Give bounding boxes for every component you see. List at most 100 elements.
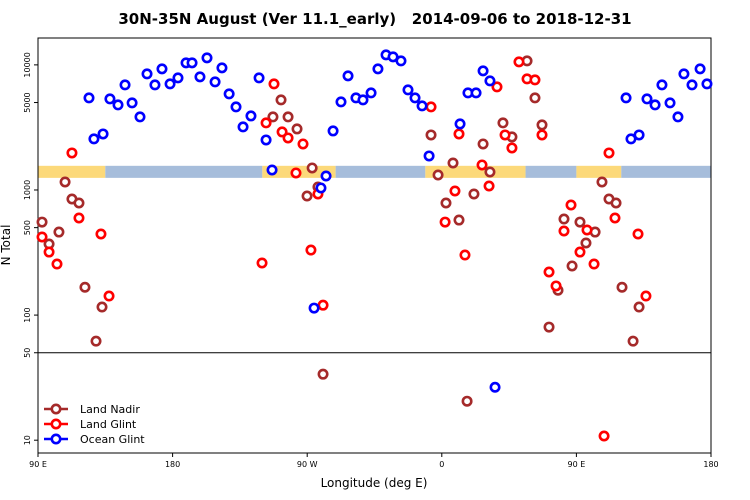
data-point xyxy=(267,111,279,123)
data-point xyxy=(268,78,280,90)
data-point xyxy=(440,197,452,209)
data-point xyxy=(499,129,511,141)
surface-band xyxy=(38,165,106,178)
data-point xyxy=(477,65,489,77)
data-point xyxy=(59,176,71,188)
data-point xyxy=(550,280,562,292)
surface-band xyxy=(335,165,426,178)
data-point xyxy=(581,224,593,236)
data-point xyxy=(402,84,414,96)
data-point xyxy=(276,126,288,138)
data-point xyxy=(483,180,495,192)
data-point xyxy=(454,118,466,130)
data-point xyxy=(625,133,637,145)
data-point xyxy=(53,226,65,238)
surface-band xyxy=(621,165,711,178)
data-point xyxy=(103,290,115,302)
data-point xyxy=(477,138,489,150)
data-point xyxy=(633,301,645,313)
data-point xyxy=(306,162,318,174)
data-point xyxy=(201,52,213,64)
data-point xyxy=(79,281,91,293)
data-point xyxy=(315,182,327,194)
data-point xyxy=(489,381,501,393)
data-point xyxy=(256,257,268,269)
data-point xyxy=(574,216,586,228)
data-point xyxy=(598,430,610,442)
data-point xyxy=(497,117,509,129)
y-axis-label: N Total xyxy=(0,225,13,266)
data-point xyxy=(616,281,628,293)
data-point xyxy=(51,258,63,270)
data-point xyxy=(260,117,272,129)
data-point xyxy=(409,92,421,104)
data-point xyxy=(73,212,85,224)
data-point xyxy=(574,246,586,258)
data-point xyxy=(95,228,107,240)
data-point xyxy=(491,81,503,93)
data-point xyxy=(275,94,287,106)
data-point xyxy=(558,225,570,237)
data-point xyxy=(468,188,480,200)
data-point xyxy=(641,93,653,105)
data-point xyxy=(453,128,465,140)
data-point xyxy=(395,55,407,67)
data-point xyxy=(423,150,435,162)
data-point xyxy=(216,62,228,74)
data-point xyxy=(186,57,198,69)
x-tick-label: 180 xyxy=(703,460,718,469)
data-point xyxy=(694,63,706,75)
data-point xyxy=(90,335,102,347)
data-point xyxy=(543,321,555,333)
data-point xyxy=(484,166,496,178)
data-point xyxy=(126,97,138,109)
data-point xyxy=(335,96,347,108)
data-point xyxy=(610,197,622,209)
data-point xyxy=(627,335,639,347)
data-point xyxy=(308,302,320,314)
x-tick-label: 0 xyxy=(439,460,444,469)
data-point xyxy=(134,111,146,123)
data-point xyxy=(43,246,55,258)
data-point xyxy=(701,78,713,90)
surface-band xyxy=(576,165,622,178)
data-point xyxy=(253,72,265,84)
data-point xyxy=(484,75,496,87)
data-point xyxy=(432,169,444,181)
data-point xyxy=(73,197,85,209)
legend-label: Land Glint xyxy=(80,418,137,431)
data-point xyxy=(36,231,48,243)
legend-marker xyxy=(50,403,62,415)
surface-band xyxy=(425,165,526,178)
data-point xyxy=(66,147,78,159)
data-point xyxy=(245,110,257,122)
data-point xyxy=(317,299,329,311)
data-point xyxy=(36,216,48,228)
data-point xyxy=(513,56,525,68)
data-point xyxy=(632,228,644,240)
data-point xyxy=(529,74,541,86)
data-point xyxy=(529,92,541,104)
data-point xyxy=(297,138,309,150)
data-point xyxy=(649,99,661,111)
data-point xyxy=(633,129,645,141)
data-point xyxy=(678,68,690,80)
data-point xyxy=(342,70,354,82)
legend-label: Land Nadir xyxy=(80,403,140,416)
data-point xyxy=(609,212,621,224)
data-point xyxy=(96,301,108,313)
data-point xyxy=(565,199,577,211)
x-tick-label: 90 E xyxy=(29,460,47,469)
data-point xyxy=(282,132,294,144)
data-point xyxy=(372,63,384,75)
data-point xyxy=(664,97,676,109)
data-point xyxy=(260,134,272,146)
data-point xyxy=(461,395,473,407)
data-point xyxy=(459,249,471,261)
y-tick-label: 10000 xyxy=(23,52,32,77)
data-point xyxy=(209,76,221,88)
data-point xyxy=(104,93,116,105)
x-axis-label: Longitude (deg E) xyxy=(321,476,428,490)
data-point xyxy=(156,63,168,75)
data-point xyxy=(327,125,339,137)
